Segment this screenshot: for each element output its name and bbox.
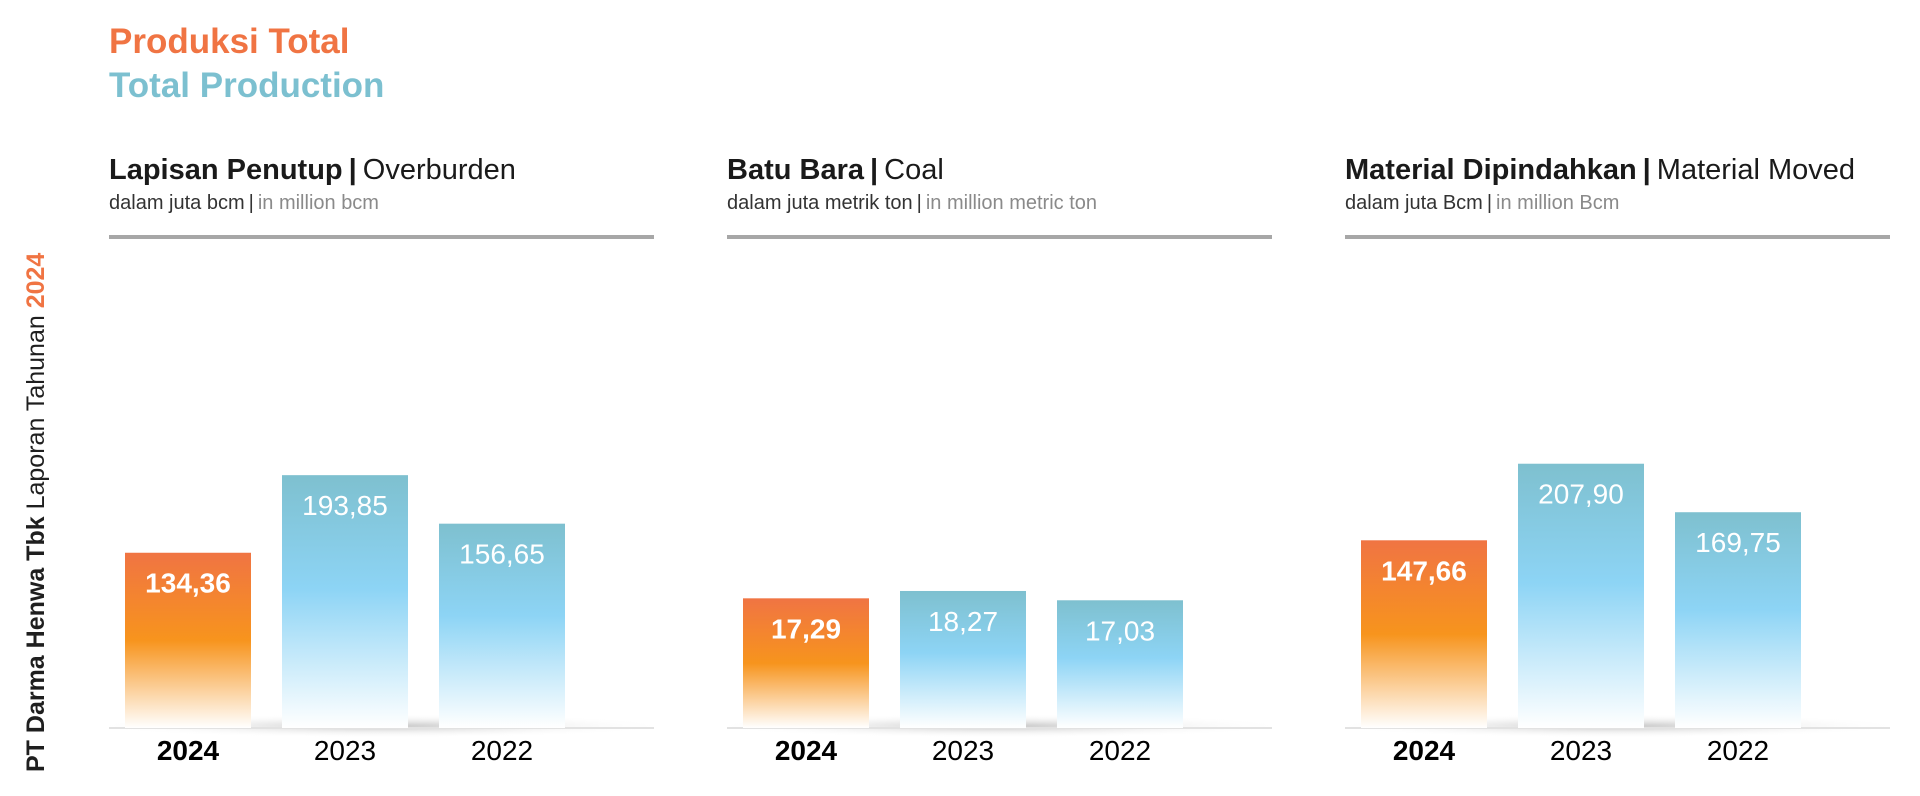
category-label-2023: 2023 xyxy=(1550,735,1612,766)
chart-panel-coal: Batu Bara | Coal dalam juta metrik ton | in … xyxy=(727,150,1272,775)
value-label-2024: 17,29 xyxy=(771,613,841,644)
chart-unit: dalam juta bcm | in million bcm xyxy=(109,192,379,215)
category-label-2022: 2022 xyxy=(1707,735,1769,766)
chart-unit-id: dalam juta bcm xyxy=(109,192,245,214)
category-label-2022: 2022 xyxy=(1089,735,1151,766)
bar-2023 xyxy=(282,475,408,728)
side-year: 2024 xyxy=(22,252,50,309)
chart-title-separator: | xyxy=(348,154,357,186)
side-label: PT Darma Henwa Tbk Laporan Tahunan 2024 xyxy=(22,253,51,772)
chart-panel-material-moved: Material Dipindahkan | Material Moved dala… xyxy=(1345,150,1890,775)
chart-unit-en: in million metric ton xyxy=(925,192,1098,214)
side-company: PT Darma Henwa Tbk xyxy=(22,516,50,772)
chart-unit-en: in million bcm xyxy=(257,192,379,214)
value-label-2022: 17,03 xyxy=(1085,615,1155,646)
chart-unit: dalam juta metrik ton | in million metric … xyxy=(727,192,1097,215)
value-label-2023: 18,27 xyxy=(928,606,998,637)
category-label-2022: 2022 xyxy=(471,735,533,766)
value-label-2022: 169,75 xyxy=(1695,527,1781,558)
chart-title-rule xyxy=(109,235,654,239)
chart-unit-separator: | xyxy=(248,192,254,214)
bar-2024 xyxy=(1361,540,1487,728)
value-label-2024: 147,66 xyxy=(1381,555,1467,586)
chart-unit-en: in million Bcm xyxy=(1496,192,1620,214)
bar-2023 xyxy=(900,590,1026,728)
chart-title-bold: Batu Bara xyxy=(727,154,864,186)
chart-unit-separator: | xyxy=(916,192,922,214)
chart-title-separator: | xyxy=(870,154,879,186)
bar-2024 xyxy=(743,598,869,728)
bar-2022 xyxy=(439,523,565,728)
value-label-2024: 134,36 xyxy=(145,568,231,599)
bar-2022 xyxy=(1057,600,1183,728)
chart-unit-id: dalam juta metrik ton xyxy=(727,192,913,214)
chart-title-light: Coal xyxy=(884,154,944,186)
page-title-id: Produksi Total xyxy=(109,22,350,61)
chart-title-bold: Material Dipindahkan xyxy=(1345,154,1637,186)
side-report: Laporan Tahunan xyxy=(22,315,50,510)
chart-title: Material Dipindahkan | Material Moved xyxy=(1345,154,1855,187)
category-label-2024: 2024 xyxy=(157,735,220,766)
chart-panel-overburden: Lapisan Penutup | Overburden dalam juta bc… xyxy=(109,150,654,775)
value-label-2023: 207,90 xyxy=(1538,479,1624,510)
bar-2023 xyxy=(1518,463,1644,728)
chart-title-bold: Lapisan Penutup xyxy=(109,154,343,186)
chart-unit-separator: | xyxy=(1486,192,1493,214)
chart-unit: dalam juta Bcm | in million Bcm xyxy=(1345,192,1619,215)
chart-title-light: Overburden xyxy=(362,154,516,186)
chart-title: Batu Bara | Coal xyxy=(727,154,944,187)
value-label-2022: 156,65 xyxy=(459,539,545,570)
chart-unit-id: dalam juta Bcm xyxy=(1345,192,1483,214)
category-label-2023: 2023 xyxy=(932,735,994,766)
bar-2024 xyxy=(125,552,251,728)
category-label-2024: 2024 xyxy=(1393,735,1456,766)
chart-title-rule xyxy=(1345,235,1890,239)
page-title-en: Total Production xyxy=(109,66,385,105)
value-label-2023: 193,85 xyxy=(302,490,388,521)
chart-title: Lapisan Penutup | Overburden xyxy=(109,154,516,187)
chart-title-separator: | xyxy=(1642,154,1651,186)
bar-chart-coal: 17,29 2024 18,27 2023 17,03 2022 xyxy=(727,590,1272,766)
bar-chart-material-moved: 147,66 2024 207,90 2023 169,75 2022 xyxy=(1345,463,1890,766)
chart-title-light: Material Moved xyxy=(1656,154,1856,186)
bar-2022 xyxy=(1675,512,1801,728)
category-label-2024: 2024 xyxy=(775,735,838,766)
category-label-2023: 2023 xyxy=(314,735,376,766)
chart-title-rule xyxy=(727,235,1272,239)
bar-chart-overburden: 134,36 2024 193,85 2023 156,65 2022 xyxy=(109,475,654,766)
